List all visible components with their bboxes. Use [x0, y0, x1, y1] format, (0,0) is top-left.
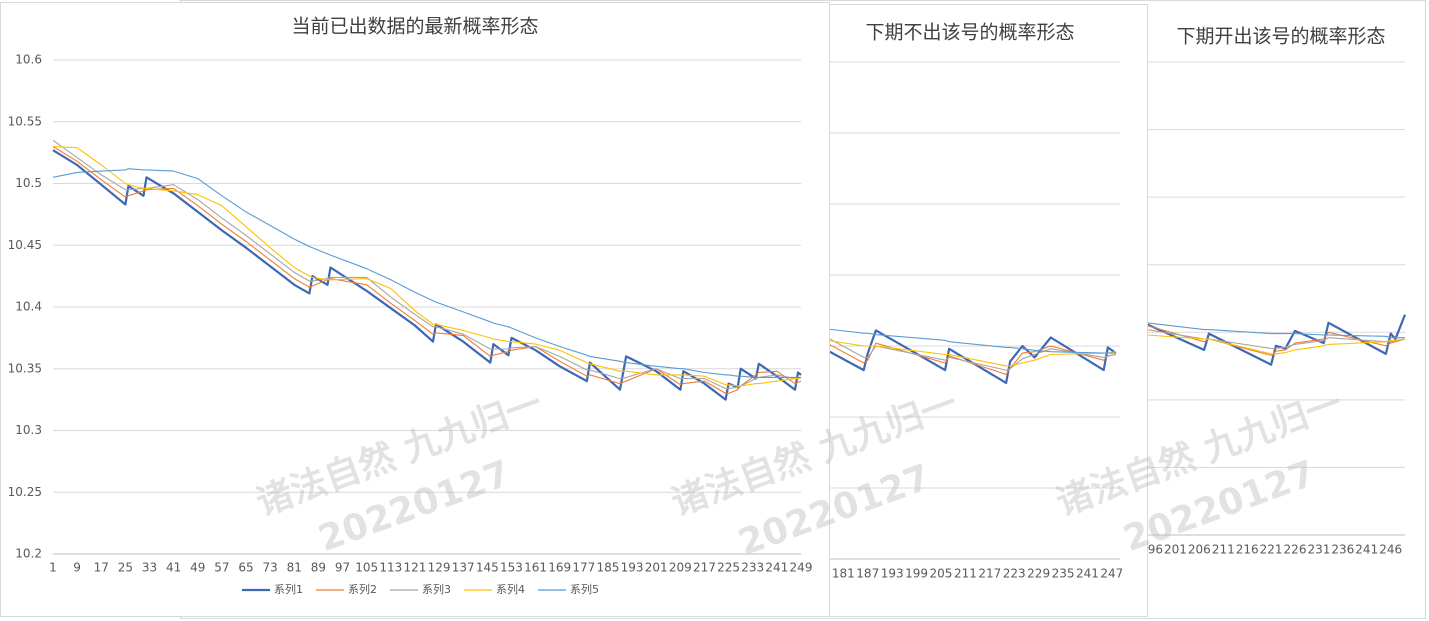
series-line: [826, 337, 1116, 371]
x-tick-label: 229: [1027, 567, 1050, 581]
x-tick-label: 137: [452, 561, 475, 575]
x-tick-label: 209: [669, 561, 692, 575]
series-line: [1146, 314, 1407, 366]
series-line: [827, 328, 1116, 354]
x-tick-label: 241: [1076, 567, 1099, 581]
x-tick-label: 169: [548, 561, 571, 575]
x-tick-label: 231: [1307, 543, 1330, 557]
x-tick-label: 221: [1260, 543, 1283, 557]
y-tick-label: 10.55: [8, 114, 42, 128]
y-tick-label: 10.6: [15, 53, 42, 67]
chart-background: [0, 2, 830, 617]
series-line: [1146, 322, 1405, 339]
legend-label: 系列2: [348, 582, 377, 596]
series-line: [52, 145, 802, 387]
x-tick-label: 233: [741, 561, 764, 575]
y-tick-label: 10.2: [15, 547, 42, 561]
x-tick-label: 89: [311, 561, 326, 575]
x-tick-label: 65: [238, 561, 253, 575]
x-tick-label: 41: [166, 561, 181, 575]
x-tick-label: 187: [856, 567, 879, 581]
x-tick-label: 241: [1355, 543, 1378, 557]
x-tick-label: 223: [1003, 567, 1026, 581]
x-tick-label: 211: [954, 567, 977, 581]
chart-title: 当前已出数据的最新概率形态: [291, 16, 538, 38]
x-tick-label: 185: [597, 561, 620, 575]
x-tick-label: 225: [717, 561, 740, 575]
series-line: [826, 342, 1116, 375]
y-tick-label: 10.45: [8, 238, 42, 252]
x-tick-label: 199: [905, 567, 928, 581]
x-tick-label: 57: [214, 561, 229, 575]
x-tick-label: 33: [142, 561, 157, 575]
y-tick-label: 10.4: [15, 300, 42, 314]
x-tick-label: 249: [790, 561, 813, 575]
legend-label: 系列1: [274, 582, 303, 596]
x-tick-label: 247: [1100, 567, 1123, 581]
x-tick-label: 121: [403, 561, 426, 575]
series-line: [1146, 334, 1406, 355]
y-tick-label: 10.35: [8, 361, 42, 375]
x-tick-label: 246: [1379, 543, 1402, 557]
x-tick-label: 236: [1331, 543, 1354, 557]
y-tick-label: 10.25: [8, 485, 42, 499]
x-tick-label: 9: [73, 561, 81, 575]
x-tick-label: 235: [1052, 567, 1075, 581]
x-tick-label: 217: [978, 567, 1001, 581]
legend-label: 系列5: [570, 582, 599, 596]
series-line: [52, 146, 802, 394]
legend-label: 系列4: [496, 582, 525, 596]
x-tick-label: 129: [428, 561, 451, 575]
x-tick-label: 105: [355, 561, 378, 575]
series-line: [52, 168, 801, 378]
x-tick-label: 216: [1236, 543, 1259, 557]
x-tick-label: 226: [1284, 543, 1307, 557]
x-tick-label: 211: [1212, 543, 1235, 557]
x-tick-label: 241: [765, 561, 788, 575]
x-tick-label: 97: [335, 561, 350, 575]
series-line: [52, 139, 802, 390]
chart-title: 下期不出该号的概率形态: [865, 22, 1074, 44]
x-tick-label: 177: [572, 561, 595, 575]
chart-panel: 当前已出数据的最新概率形态 10.2 10.25 10.3 10.35 10.4 10.45…: [0, 2, 830, 617]
x-tick-label: 201: [645, 561, 668, 575]
x-tick-label: 49: [190, 561, 205, 575]
x-tick-label: 181: [832, 567, 855, 581]
y-tick-label: 10.5: [15, 176, 42, 190]
x-tick-label: 113: [379, 561, 402, 575]
x-tick-label: 25: [118, 561, 133, 575]
x-tick-label: 81: [287, 561, 302, 575]
y-tick-label: 10.3: [15, 423, 42, 437]
x-tick-label: 145: [476, 561, 499, 575]
x-tick-label: 193: [881, 567, 904, 581]
legend-label: 系列3: [422, 582, 451, 596]
chart-title: 下期开出该号的概率形态: [1176, 26, 1385, 48]
x-tick-label: 161: [524, 561, 547, 575]
x-tick-label: 17: [94, 561, 109, 575]
x-tick-label: 206: [1188, 543, 1211, 557]
x-tick-label: 201: [1164, 543, 1187, 557]
x-tick-label: 1: [49, 561, 57, 575]
x-tick-label: 73: [263, 561, 278, 575]
x-tick-label: 217: [693, 561, 716, 575]
x-tick-label: 205: [930, 567, 953, 581]
x-tick-label: 153: [500, 561, 523, 575]
x-tick-label: 193: [621, 561, 644, 575]
